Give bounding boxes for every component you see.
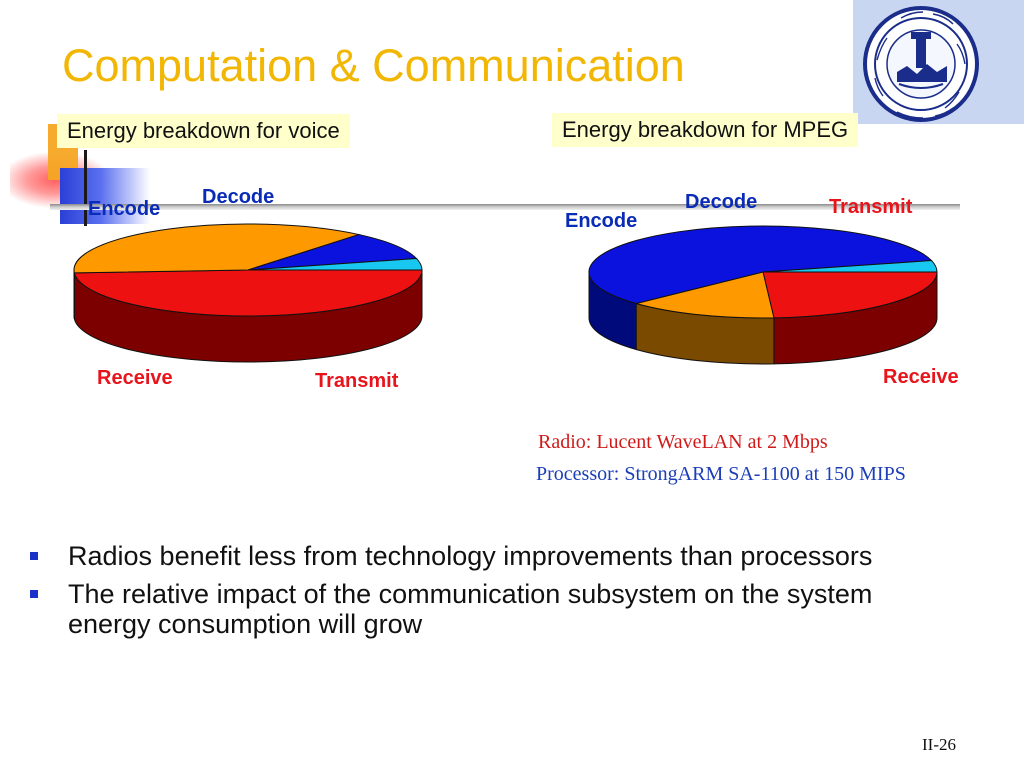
voice-label-encode: Encode — [88, 198, 161, 220]
bullet-item: Radios benefit less from technology impr… — [30, 541, 930, 571]
mpeg-slice-decode — [762, 260, 938, 273]
slide-title: Computation & Communication — [62, 40, 685, 91]
voice-slice-transmit — [73, 269, 423, 317]
mpeg-label-encode: Encode — [565, 210, 638, 232]
mpeg-label-transmit: Transmit — [829, 196, 913, 218]
processor-spec-note: Processor: StrongARM SA-1100 at 150 MIPS — [536, 463, 906, 485]
mpeg-slice-receive — [634, 271, 775, 319]
bullet-text: Radios benefit less from technology impr… — [68, 541, 873, 571]
mpeg-slice-transmit — [762, 271, 938, 319]
title-divider-line — [50, 204, 960, 210]
mpeg-label-decode: Decode — [685, 191, 758, 213]
mpeg-energy-pie-chart — [588, 225, 938, 365]
voice-label-transmit: Transmit — [315, 370, 399, 392]
voice-label-decode: Decode — [202, 186, 275, 208]
bullet-item: The relative impact of the communication… — [30, 579, 930, 639]
university-seal-icon — [863, 6, 979, 122]
voice-chart-caption: Energy breakdown for voice — [57, 114, 350, 148]
decorative-vertical-line — [84, 150, 87, 226]
mpeg-slice-encode — [588, 225, 933, 305]
mpeg-label-receive: Receive — [883, 366, 959, 388]
bullet-text: The relative impact of the communication… — [68, 579, 873, 639]
voice-label-receive: Receive — [97, 367, 173, 389]
university-logo — [853, 0, 1024, 124]
radio-spec-note: Radio: Lucent WaveLAN at 2 Mbps — [538, 431, 828, 453]
bullet-square-icon — [30, 552, 38, 560]
mpeg-chart-caption: Energy breakdown for MPEG — [552, 113, 859, 147]
voice-slice-decode — [247, 258, 423, 271]
decorative-blue-block — [60, 168, 150, 224]
voice-energy-pie-chart — [73, 223, 423, 363]
bullet-list: Radios benefit less from technology impr… — [30, 541, 930, 647]
bullet-square-icon — [30, 590, 38, 598]
voice-slice-receive — [73, 223, 361, 274]
page-number: II-26 — [922, 735, 956, 754]
